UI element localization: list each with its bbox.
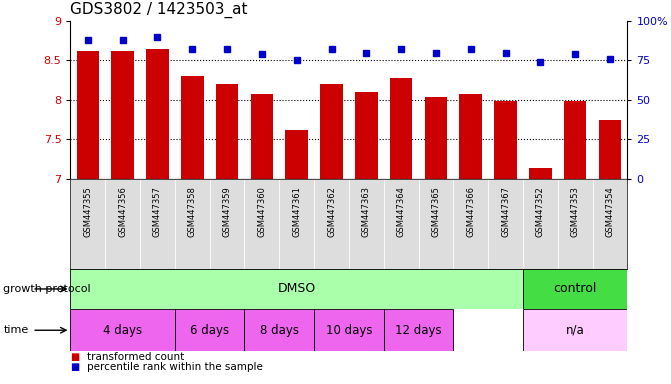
Bar — [209, 179, 244, 269]
Text: percentile rank within the sample: percentile rank within the sample — [87, 362, 263, 372]
Bar — [146, 49, 169, 179]
Bar — [523, 309, 627, 351]
Text: GSM447362: GSM447362 — [327, 186, 336, 237]
Text: 8 days: 8 days — [260, 324, 299, 337]
Bar — [175, 309, 244, 351]
Bar — [384, 309, 454, 351]
Bar — [244, 179, 279, 269]
Text: growth protocol: growth protocol — [3, 284, 91, 294]
Text: GSM447366: GSM447366 — [466, 186, 475, 237]
Text: 6 days: 6 days — [190, 324, 229, 337]
Bar — [175, 179, 209, 269]
Bar — [314, 179, 349, 269]
Bar — [384, 179, 419, 269]
Bar — [558, 179, 592, 269]
Bar — [495, 101, 517, 179]
Text: GSM447357: GSM447357 — [153, 186, 162, 237]
Bar — [320, 84, 343, 179]
Text: GSM447355: GSM447355 — [83, 186, 93, 237]
Bar — [111, 51, 134, 179]
Text: GDS3802 / 1423503_at: GDS3802 / 1423503_at — [70, 2, 248, 18]
Bar — [564, 101, 586, 179]
Bar — [529, 167, 552, 179]
Bar — [76, 51, 99, 179]
Bar — [523, 179, 558, 269]
Bar — [181, 76, 203, 179]
Bar — [599, 119, 621, 179]
Bar — [488, 179, 523, 269]
Text: GSM447359: GSM447359 — [223, 186, 231, 237]
Text: 4 days: 4 days — [103, 324, 142, 337]
Text: 10 days: 10 days — [325, 324, 372, 337]
Bar — [419, 179, 454, 269]
Text: control: control — [554, 283, 597, 295]
Bar — [140, 179, 175, 269]
Text: GSM447358: GSM447358 — [188, 186, 197, 237]
Bar — [592, 179, 627, 269]
Bar — [70, 179, 105, 269]
Text: GSM447353: GSM447353 — [570, 186, 580, 237]
Text: GSM447363: GSM447363 — [362, 186, 371, 237]
Bar — [349, 179, 384, 269]
Bar — [70, 309, 175, 351]
Text: ■: ■ — [70, 352, 80, 362]
Text: GSM447365: GSM447365 — [431, 186, 440, 237]
Text: GSM447361: GSM447361 — [292, 186, 301, 237]
Text: transformed count: transformed count — [87, 352, 185, 362]
Text: GSM447367: GSM447367 — [501, 186, 510, 237]
Bar — [250, 94, 273, 179]
Text: time: time — [3, 325, 29, 335]
Text: n/a: n/a — [566, 324, 584, 337]
Bar — [390, 78, 413, 179]
Text: GSM447352: GSM447352 — [536, 186, 545, 237]
Bar — [279, 179, 314, 269]
Bar — [285, 130, 308, 179]
Bar — [425, 97, 448, 179]
Text: GSM447354: GSM447354 — [605, 186, 615, 237]
Text: GSM447356: GSM447356 — [118, 186, 127, 237]
Bar — [460, 94, 482, 179]
Text: DMSO: DMSO — [278, 283, 316, 295]
Bar — [355, 92, 378, 179]
Bar — [70, 269, 523, 309]
Text: ■: ■ — [70, 362, 80, 372]
Bar — [314, 309, 384, 351]
Text: 12 days: 12 days — [395, 324, 442, 337]
Bar — [105, 179, 140, 269]
Bar — [523, 269, 627, 309]
Bar — [244, 309, 314, 351]
Bar — [454, 179, 488, 269]
Text: GSM447360: GSM447360 — [258, 186, 266, 237]
Text: GSM447364: GSM447364 — [397, 186, 406, 237]
Bar — [216, 84, 238, 179]
